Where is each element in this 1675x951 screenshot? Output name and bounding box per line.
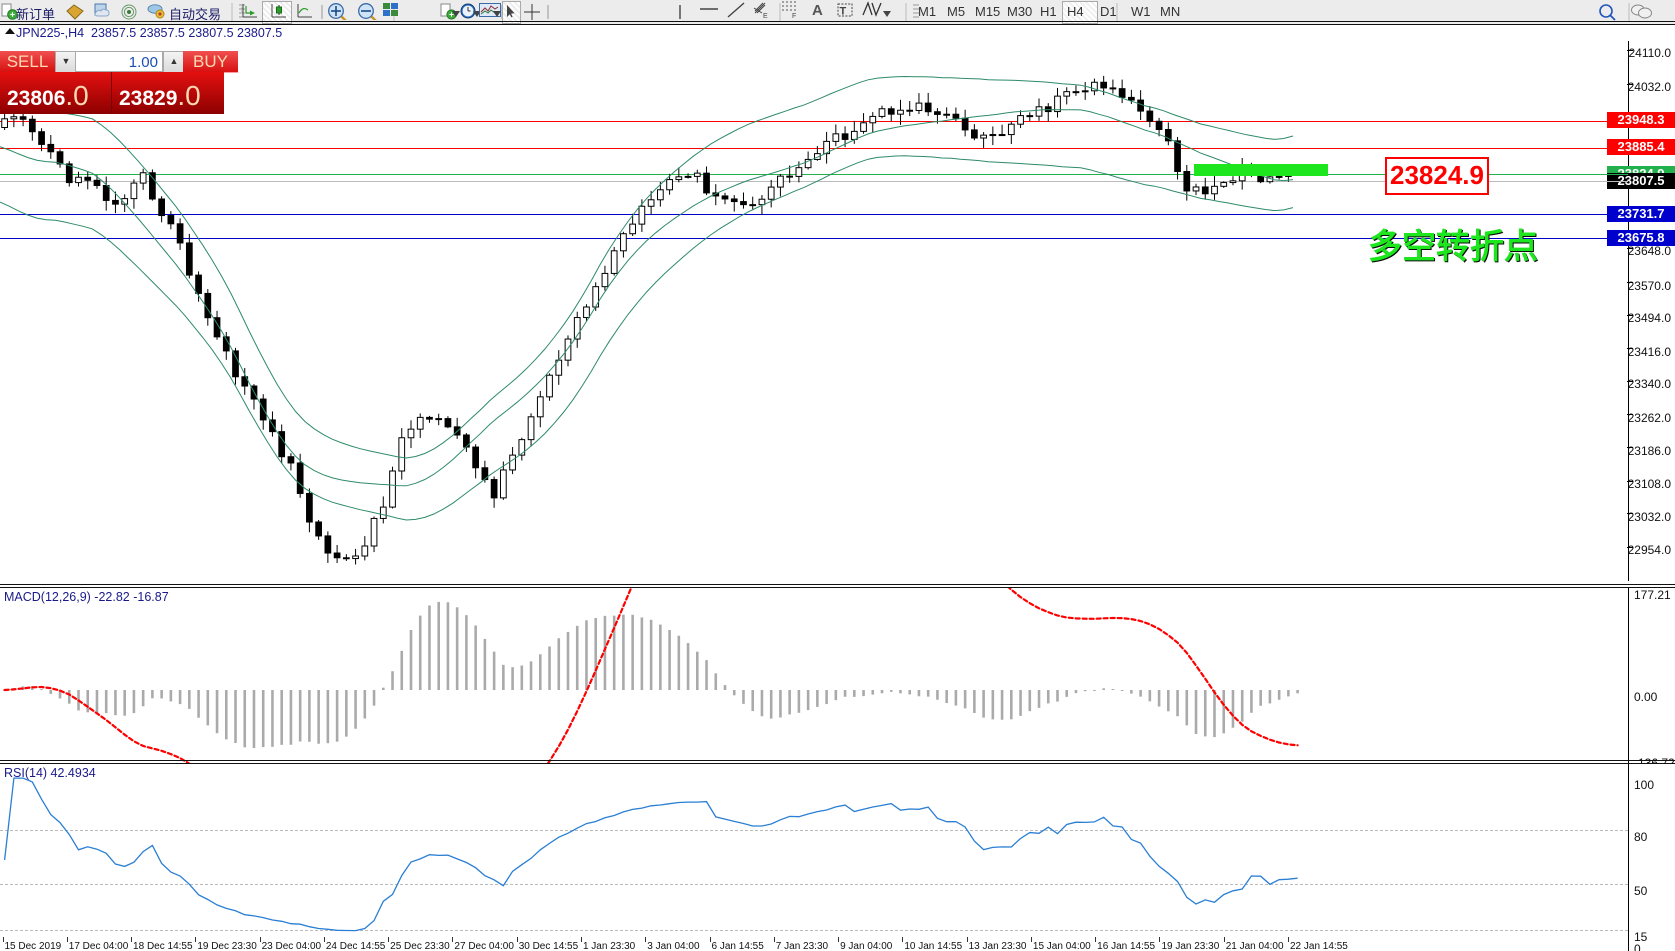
svg-text:T: T (840, 6, 847, 18)
svg-text:E: E (763, 13, 768, 19)
svg-text:F: F (792, 13, 796, 19)
